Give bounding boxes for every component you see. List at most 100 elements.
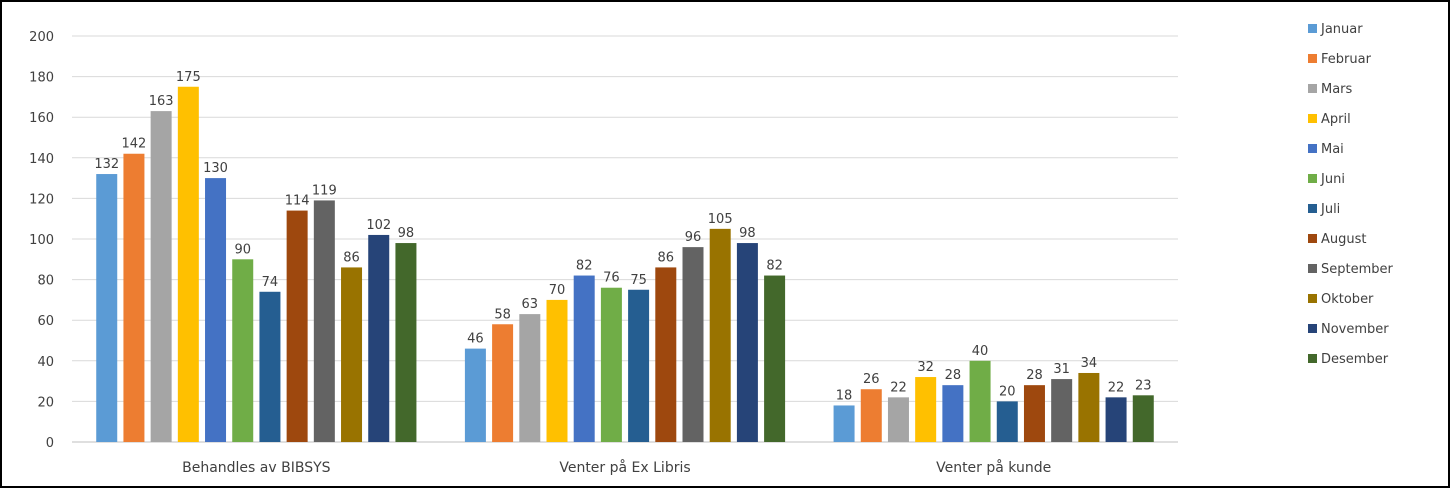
data-label: 40	[972, 344, 989, 359]
data-label: 105	[708, 212, 733, 227]
bar	[123, 153, 145, 443]
data-label: 23	[1135, 378, 1152, 393]
bar	[96, 174, 118, 443]
data-label: 82	[576, 259, 593, 274]
data-label: 175	[176, 70, 201, 85]
data-label: 82	[766, 259, 783, 274]
bar	[1105, 397, 1127, 442]
bar	[464, 348, 486, 442]
y-tick-label: 60	[37, 314, 54, 329]
legend-label: Oktober	[1321, 292, 1374, 307]
category-label: Venter på kunde	[936, 459, 1051, 476]
bar	[546, 299, 568, 442]
data-label: 86	[658, 250, 675, 265]
legend-label: Desember	[1321, 352, 1389, 367]
legend-label: Mai	[1321, 142, 1344, 157]
bar	[655, 267, 677, 442]
data-label: 132	[94, 157, 119, 172]
y-tick-label: 140	[29, 152, 54, 167]
bar	[887, 397, 909, 442]
bar	[368, 234, 390, 442]
bar	[682, 247, 704, 442]
bar	[1023, 385, 1045, 442]
bar	[915, 377, 937, 442]
legend-swatch	[1308, 144, 1317, 153]
bar	[628, 289, 650, 442]
data-label: 114	[285, 194, 310, 209]
data-label: 96	[685, 230, 702, 245]
data-label: 98	[398, 226, 415, 241]
bar	[600, 287, 622, 442]
y-tick-label: 200	[29, 30, 54, 45]
y-tick-label: 80	[37, 274, 54, 289]
data-label: 28	[1026, 368, 1043, 383]
y-tick-label: 0	[46, 436, 54, 451]
data-label: 102	[366, 218, 391, 233]
y-tick-label: 40	[37, 355, 54, 370]
bar	[232, 259, 254, 442]
data-label: 142	[122, 137, 147, 152]
data-label: 22	[1108, 380, 1125, 395]
data-label: 32	[917, 360, 934, 375]
legend-swatch	[1308, 294, 1317, 303]
legend-label: September	[1321, 262, 1394, 277]
data-label: 34	[1081, 356, 1098, 371]
bar	[764, 275, 786, 442]
legend-swatch	[1308, 54, 1317, 63]
legend-swatch	[1308, 204, 1317, 213]
legend-label: April	[1321, 112, 1351, 127]
data-label: 28	[945, 368, 962, 383]
gridlines	[72, 35, 1178, 443]
bar	[177, 86, 199, 442]
bar	[942, 385, 964, 442]
category-label: Behandles av BIBSYS	[182, 460, 331, 476]
legend-label: November	[1321, 322, 1389, 337]
data-label: 86	[343, 250, 360, 265]
legend-label: Januar	[1320, 22, 1363, 37]
bar	[150, 111, 172, 443]
bar	[341, 267, 363, 442]
data-label: 46	[467, 332, 484, 347]
bar	[573, 275, 595, 442]
bar	[709, 228, 731, 442]
y-tick-label: 20	[37, 395, 54, 410]
legend: Januar Februar Mars April Mai Juni Juli August S…	[1308, 22, 1394, 367]
data-label: 70	[549, 283, 566, 298]
category-label: Venter på Ex Libris	[559, 459, 690, 476]
data-label: 26	[863, 372, 880, 387]
legend-label: Juni	[1320, 172, 1345, 187]
y-tick-label: 160	[29, 111, 54, 126]
legend-swatch	[1308, 114, 1317, 123]
bars	[96, 86, 1154, 443]
bar	[395, 243, 417, 442]
bar	[313, 200, 335, 442]
bar	[259, 291, 281, 442]
legend-swatch	[1308, 174, 1317, 183]
legend-swatch	[1308, 234, 1317, 243]
data-label: 74	[262, 275, 279, 290]
bar	[736, 243, 758, 442]
legend-label: Juli	[1320, 202, 1340, 217]
bar	[833, 405, 855, 442]
legend-swatch	[1308, 324, 1317, 333]
bar	[996, 401, 1018, 442]
data-label: 63	[522, 297, 539, 312]
legend-label: Mars	[1321, 82, 1353, 97]
legend-swatch	[1308, 24, 1317, 33]
data-label: 22	[890, 380, 907, 395]
legend-label: August	[1321, 232, 1367, 247]
data-label: 98	[739, 226, 756, 241]
data-label: 90	[234, 242, 251, 257]
bar	[205, 178, 227, 442]
y-axis: 0 20 40 60 80 100 120 140 160 180 200	[29, 30, 54, 451]
y-tick-label: 180	[29, 71, 54, 86]
legend-label: Februar	[1321, 52, 1372, 67]
bar	[286, 210, 308, 442]
bar	[492, 324, 514, 442]
data-label: 18	[836, 388, 853, 403]
legend-swatch	[1308, 264, 1317, 273]
bar	[1132, 395, 1154, 442]
